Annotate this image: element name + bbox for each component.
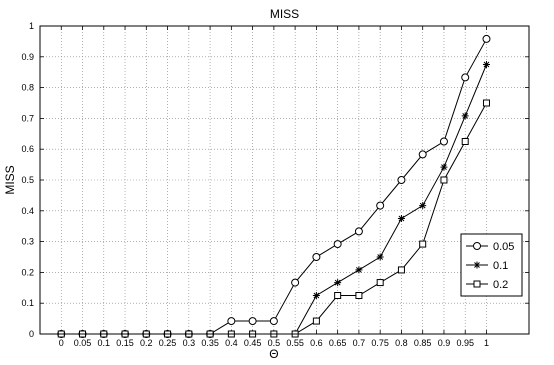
x-tick-label: 0.9 xyxy=(438,338,451,348)
y-tick-label: 0.2 xyxy=(21,267,34,277)
circle-marker xyxy=(376,201,385,210)
x-tick-label: 0.95 xyxy=(456,338,474,348)
plot-area: 0 0.05 0.1 0.15 0.2 0.25 0.3 0.35 0.4 0.45 0.5 0.55… xyxy=(21,21,530,348)
circle-marker xyxy=(227,317,236,326)
x-tick-label: 0 xyxy=(59,338,64,348)
asterisk-marker xyxy=(334,279,342,287)
axes-frame xyxy=(39,25,530,335)
asterisk-marker xyxy=(482,61,490,68)
y-tick-label: 0.5 xyxy=(21,175,34,185)
y-tick-label: 1 xyxy=(29,21,34,31)
square-marker xyxy=(334,292,342,299)
x-tick-label: 0.85 xyxy=(414,338,432,348)
circle-marker xyxy=(333,240,342,249)
square-marker xyxy=(461,138,469,145)
legend-label: 0.2 xyxy=(493,279,508,291)
y-tick-label: 0.6 xyxy=(21,144,34,154)
square-marker xyxy=(355,292,363,299)
y-tick-label: 0.9 xyxy=(21,52,34,62)
asterisk-marker xyxy=(461,112,469,120)
square-marker xyxy=(419,240,427,248)
circle-marker xyxy=(482,34,491,43)
x-tick-label: 0.75 xyxy=(371,338,389,348)
x-tick-label: 0.45 xyxy=(244,338,262,348)
circle-marker xyxy=(291,278,300,287)
circle-marker xyxy=(461,73,470,82)
asterisk-marker xyxy=(376,253,384,261)
x-tick-label: 0.1 xyxy=(98,338,111,348)
circle-marker xyxy=(439,137,448,146)
square-marker xyxy=(482,99,490,107)
x-tick-label: 1 xyxy=(484,338,489,348)
plot-background xyxy=(40,26,529,334)
square-marker xyxy=(312,317,320,325)
square-marker xyxy=(440,176,448,184)
y-tick-label: 0.7 xyxy=(21,113,34,123)
x-axis-title: Θ xyxy=(269,347,278,361)
x-tick-label: 0.8 xyxy=(395,338,408,348)
y-tick-label: 0 xyxy=(29,329,34,339)
circle-marker xyxy=(418,150,427,159)
y-tick-label: 0.3 xyxy=(21,237,34,247)
asterisk-marker xyxy=(355,266,363,274)
legend: 0.05 0.1 0.2 xyxy=(460,233,523,297)
x-tick-label: 0.3 xyxy=(183,338,196,348)
circle-marker xyxy=(248,317,257,326)
x-tick-label: 0.35 xyxy=(201,338,219,348)
legend-item: 0.1 xyxy=(466,260,508,272)
x-tick-label: 0.2 xyxy=(140,338,153,348)
x-tick-label: 0.6 xyxy=(310,338,323,348)
chart-title: MISS xyxy=(270,7,299,21)
asterisk-marker xyxy=(419,202,427,210)
x-tick-label: 0.25 xyxy=(159,338,177,348)
x-tick-label: 0.05 xyxy=(74,338,92,348)
legend-item: 0.2 xyxy=(466,279,508,291)
x-tick-label: 0.4 xyxy=(225,338,238,348)
y-tick-label: 0.8 xyxy=(21,83,34,93)
circle-marker xyxy=(269,317,278,326)
asterisk-marker xyxy=(473,261,481,269)
circle-marker xyxy=(354,227,363,236)
x-tick-label: 0.5 xyxy=(268,338,281,348)
square-marker xyxy=(376,279,384,287)
square-marker xyxy=(397,266,405,274)
circle-marker xyxy=(473,242,481,250)
y-tick-label: 0.4 xyxy=(21,206,34,216)
asterisk-marker xyxy=(440,163,448,171)
y-axis-title: MISS xyxy=(3,165,17,194)
x-tick-label: 0.55 xyxy=(286,338,304,348)
asterisk-marker xyxy=(397,215,405,222)
asterisk-marker xyxy=(312,292,320,299)
x-tick-label: 0.65 xyxy=(329,338,347,348)
square-marker xyxy=(473,280,481,288)
x-tick-label: 0.15 xyxy=(116,338,134,348)
x-tick-label: 0.7 xyxy=(353,338,366,348)
y-tick-label: 0.1 xyxy=(21,298,34,308)
circle-marker xyxy=(312,253,321,261)
legend-item: 0.05 xyxy=(466,241,514,253)
circle-marker xyxy=(397,176,406,184)
legend-label: 0.05 xyxy=(493,241,514,253)
legend-label: 0.1 xyxy=(493,260,508,272)
